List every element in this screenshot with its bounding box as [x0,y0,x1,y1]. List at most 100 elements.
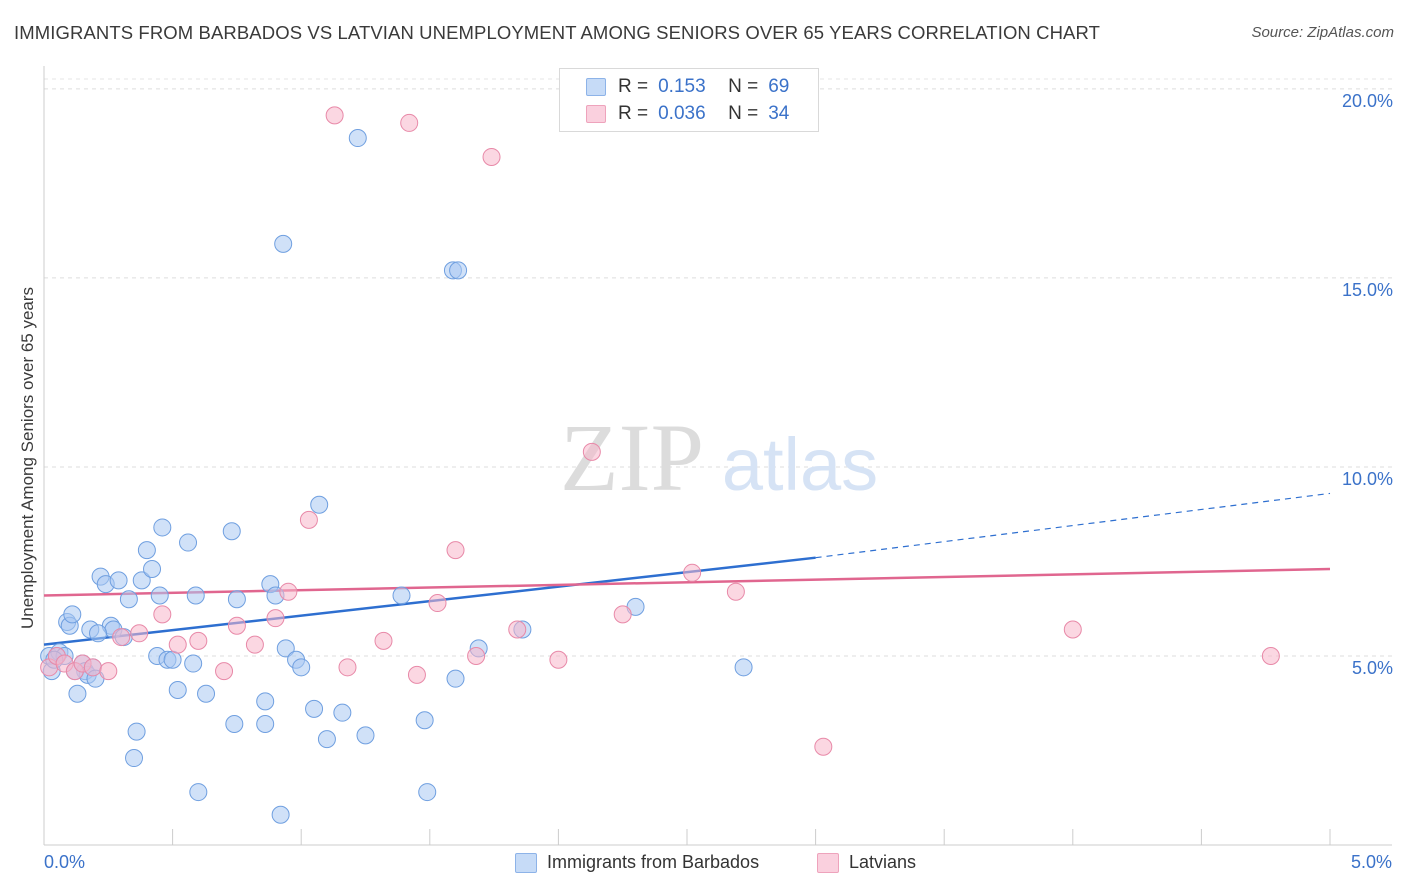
point-barbados [153,518,172,537]
n-value: 34 [768,103,790,124]
point-barbados [222,522,241,541]
legend-label-barbados: Immigrants from Barbados [547,852,760,872]
legend-swatch-blue [515,852,537,873]
trend-line-barbados-extension [815,492,1331,559]
point-latvians [227,616,246,635]
point-latvians [112,628,131,647]
point-barbados [127,722,146,741]
point-latvians [428,594,447,613]
point-barbados [734,658,753,677]
point-barbados [168,681,187,699]
data-points [40,106,1280,824]
r-label: R = [618,76,649,97]
axes [43,66,1392,846]
point-latvians [83,658,102,677]
point-latvians [549,650,568,669]
point-barbados [392,586,411,605]
point-latvians [613,605,632,624]
y-tick-label: 10.0% [1342,469,1393,489]
point-barbados [256,692,275,711]
point-barbados [163,650,182,669]
point-barbados [415,711,434,730]
point-barbados [348,129,367,148]
point-latvians [407,665,426,684]
point-barbados [189,783,208,802]
watermark-atlas: atlas [722,423,878,506]
n-value: 69 [768,76,790,97]
point-barbados [119,590,138,609]
point-barbados [317,730,336,749]
point-latvians [726,582,745,601]
r-label: R = [618,103,649,124]
point-barbados [186,586,205,605]
watermark-zip: ZIP [560,404,704,511]
point-latvians [325,106,344,125]
legend-swatch-pink [817,852,839,873]
point-barbados [449,261,468,280]
point-latvians [482,147,501,166]
point-barbados [68,684,87,703]
point-barbados [271,805,290,824]
n-label: N = [728,76,759,97]
point-latvians [814,737,833,756]
point-latvians [467,646,486,665]
point-latvians [153,605,172,624]
legend-swatch-pink [586,105,606,123]
legend-swatch-blue [586,78,606,96]
legend-item-latvians: Latvians [817,852,916,873]
y-tick-label: 5.0% [1352,658,1393,678]
point-barbados [184,654,203,673]
point-barbados [63,605,82,624]
point-barbados [89,624,108,643]
point-latvians [99,662,118,681]
legend-row-latvians: R = 0.036 N = 34 [586,101,789,127]
point-barbados [137,541,156,560]
legend-label-latvians: Latvians [849,852,917,872]
point-barbados [256,715,275,734]
point-latvians [189,631,208,650]
legend-row-barbados: R = 0.153 N = 69 [586,74,789,100]
point-latvians [582,442,601,461]
point-barbados [179,533,198,552]
point-barbados [274,234,293,253]
x-tick-min: 0.0% [44,852,86,872]
y-tick-label: 20.0% [1342,91,1393,111]
y-tick-label: 15.0% [1342,280,1393,300]
watermark: ZIP atlas [560,404,878,511]
point-barbados [418,783,437,802]
point-barbados [305,699,324,718]
point-latvians [508,620,527,639]
r-value: 0.153 [658,76,706,97]
point-barbados [197,684,216,703]
point-latvians [215,662,234,681]
point-latvians [374,631,393,650]
trend-line-latvians [43,567,1331,597]
legend-item-barbados: Immigrants from Barbados [515,852,759,873]
point-barbados [109,571,128,590]
source-credit: Source: ZipAtlas.com [1251,24,1394,41]
chart-title: IMMIGRANTS FROM BARBADOS VS LATVIAN UNEM… [14,22,1101,43]
point-barbados [446,669,465,688]
point-latvians [683,563,702,582]
point-latvians [279,582,298,601]
point-barbados [125,749,144,768]
correlation-legend: R = 0.153 N = 69 R = 0.036 N = 34 [559,68,819,132]
y-tick-labels: 5.0% 10.0% 15.0% 20.0% [1342,91,1393,678]
n-label: N = [728,103,759,124]
point-latvians [266,609,285,628]
point-barbados [276,639,295,658]
point-barbados [292,658,311,677]
point-barbados [227,590,246,609]
point-barbados [310,495,329,514]
x-tick-max: 5.0% [1350,852,1392,872]
point-barbados [143,560,162,579]
r-value: 0.036 [658,103,706,124]
point-barbados [132,571,151,590]
point-barbados [356,726,375,745]
point-latvians [130,624,149,643]
point-barbados [150,586,169,605]
point-latvians [338,658,357,677]
point-latvians [400,113,419,132]
point-barbados [225,715,244,734]
